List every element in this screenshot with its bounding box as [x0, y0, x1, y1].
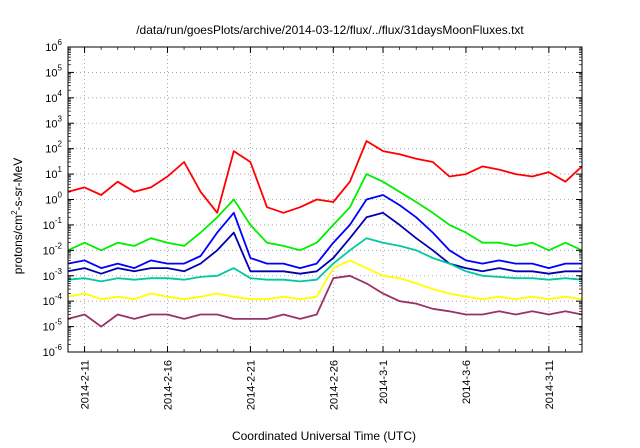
y-axis-label-rest: -s-sr-MeV — [11, 158, 25, 211]
series-line-6 — [67, 259, 583, 301]
y-tick-label: 100 — [45, 191, 62, 207]
x-tick-labels: 2014-2-11 2014-2-16 2014-2-21 2014-2-26 2014… — [80, 360, 556, 410]
y-tick-label: 103 — [45, 114, 62, 130]
series-layer — [67, 140, 583, 328]
y-tick-label: 105 — [45, 63, 62, 79]
chart-title: /data/run/goesPlots/archive/2014-03-12/f… — [136, 23, 524, 37]
y-tick-label: 10-6 — [43, 343, 63, 359]
y-axis-label: protons/cm2-s-sr-MeV — [10, 158, 25, 274]
y-tick-label: 101 — [45, 165, 62, 181]
series-line-5 — [67, 237, 583, 283]
x-axis-label: Coordinated Universal Time (UTC) — [232, 429, 416, 443]
y-tick-label: 10-3 — [43, 267, 63, 283]
y-axis-label-exp: 2 — [10, 210, 19, 215]
ticks — [67, 46, 583, 353]
y-tick-labels: 10-6 10-5 10-4 10-3 10-2 10-1 100 101 102 103 104 1… — [43, 38, 63, 359]
x-tick-label: 2014-2-11 — [80, 360, 92, 409]
series-line-1 — [67, 140, 583, 214]
y-tick-label: 106 — [45, 38, 62, 54]
x-tick-label: 2014-2-21 — [245, 360, 257, 410]
x-tick-label: 2014-2-26 — [328, 360, 340, 410]
y-tick-label: 104 — [45, 89, 62, 105]
x-tick-label: 2014-3-6 — [461, 360, 473, 404]
grid — [68, 47, 582, 352]
x-tick-label: 2014-3-11 — [544, 360, 556, 409]
series-line-4 — [67, 211, 582, 275]
x-tick-label: 2014-2-16 — [162, 360, 174, 410]
series-line-7 — [67, 274, 583, 328]
y-tick-label: 10-2 — [43, 241, 63, 257]
y-tick-label: 10-5 — [43, 318, 63, 334]
series-line-3 — [67, 194, 582, 270]
y-tick-label: 10-4 — [43, 292, 63, 308]
x-tick-label: 2014-3-1 — [378, 360, 390, 404]
series-line-2 — [67, 173, 583, 252]
y-tick-label: 10-1 — [43, 216, 63, 232]
y-tick-label: 102 — [45, 140, 62, 156]
y-axis-label-base: protons/cm — [11, 215, 25, 274]
